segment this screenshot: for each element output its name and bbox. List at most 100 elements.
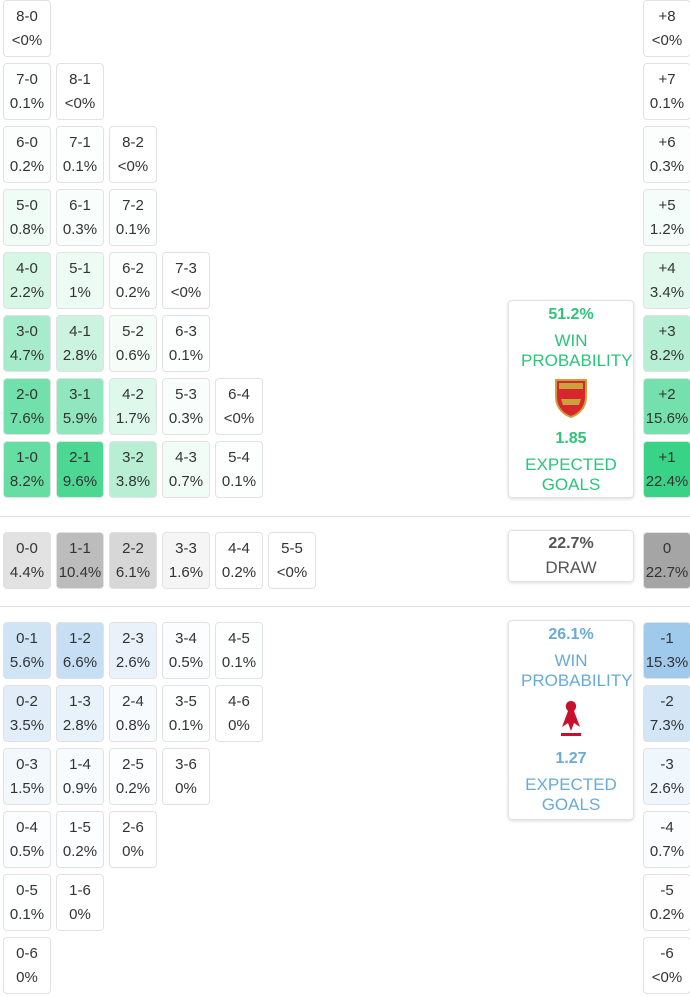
scoreline: 8-0 — [16, 7, 38, 25]
scoreline: +8 — [658, 7, 676, 25]
score-cell: -6 <0% — [643, 937, 690, 994]
score-cell: 6-3 0.1% — [162, 315, 210, 372]
probability: 8.2% — [9, 472, 45, 490]
score-cell: +2 15.6% — [643, 378, 690, 435]
probability: 0.5% — [9, 842, 45, 860]
draw-label: DRAW — [545, 558, 597, 577]
score-cell: 3-2 3.8% — [109, 441, 157, 498]
probability: 22.7% — [645, 563, 689, 581]
scoreline: 0 — [662, 539, 672, 557]
score-cell: 1-4 0.9% — [56, 748, 104, 805]
scoreline: 1-4 — [69, 755, 91, 773]
scoreline: -6 — [660, 944, 674, 962]
probability: 0.1% — [62, 157, 98, 175]
separator — [0, 516, 690, 517]
probability: 8.2% — [649, 346, 685, 364]
probability: 0.3% — [168, 409, 204, 427]
score-cell: 7-3 <0% — [162, 252, 210, 309]
scoreline: 6-0 — [16, 133, 38, 151]
scoreline: 5-3 — [175, 385, 197, 403]
probability: 1.6% — [168, 563, 204, 581]
score-cell: 1-5 0.2% — [56, 811, 104, 868]
probability: 3.8% — [115, 472, 151, 490]
scoreline: 8-1 — [69, 70, 91, 88]
score-cell: +5 1.2% — [643, 189, 690, 246]
score-cell: +7 0.1% — [643, 63, 690, 120]
scoreline: 7-0 — [16, 70, 38, 88]
scoreline: 4-5 — [228, 629, 250, 647]
probability: 0% — [16, 968, 38, 986]
win-prob: 51.2% — [548, 306, 594, 323]
score-cell: 5-2 0.6% — [109, 315, 157, 372]
score-cell: 5-3 0.3% — [162, 378, 210, 435]
score-cell: 2-4 0.8% — [109, 685, 157, 742]
probability: 6.1% — [115, 563, 151, 581]
score-cell: +6 0.3% — [643, 126, 690, 183]
probability: 6.6% — [62, 653, 98, 671]
scoreline: 1-3 — [69, 692, 91, 710]
probability: 2.8% — [62, 716, 98, 734]
score-cell: 6-4 <0% — [215, 378, 263, 435]
scoreline: 4-0 — [16, 259, 38, 277]
scoreline: 2-1 — [69, 448, 91, 466]
scoreline: 1-0 — [16, 448, 38, 466]
probability: 0.2% — [221, 563, 257, 581]
xg-label: EXPECTED GOALS — [525, 455, 617, 494]
probability: 3.4% — [649, 283, 685, 301]
probability: 0.2% — [649, 905, 685, 923]
scoreline: 5-2 — [122, 322, 144, 340]
probability: 0.1% — [115, 220, 151, 238]
probability: 2.2% — [9, 283, 45, 301]
probability: 1.5% — [9, 779, 45, 797]
probability: 0.1% — [168, 716, 204, 734]
scoreline: -5 — [660, 881, 674, 899]
score-cell: 4-6 0% — [215, 685, 263, 742]
away-summary: 26.1% WIN PROBABILITY 1.27 EXPECTED GOAL… — [508, 620, 634, 820]
win-label: WIN PROBABILITY — [521, 651, 633, 690]
scoreline: 3-6 — [175, 755, 197, 773]
probability: 0.2% — [115, 779, 151, 797]
draw-summary: 22.7% DRAW — [508, 530, 634, 582]
probability: 15.3% — [645, 653, 689, 671]
probability: 0.3% — [649, 157, 685, 175]
probability: 0.1% — [9, 905, 45, 923]
score-cell: 6-1 0.3% — [56, 189, 104, 246]
score-cell: 2-1 9.6% — [56, 441, 104, 498]
scoreline: 0-6 — [16, 944, 38, 962]
scoreline: 3-5 — [175, 692, 197, 710]
score-cell: 1-1 10.4% — [56, 532, 104, 589]
probability: 0.2% — [62, 842, 98, 860]
probability: 9.6% — [62, 472, 98, 490]
scoreline: 1-5 — [69, 818, 91, 836]
scoreline: 2-6 — [122, 818, 144, 836]
scoreline: 4-6 — [228, 692, 250, 710]
score-cell: 4-4 0.2% — [215, 532, 263, 589]
probability: 0.1% — [221, 653, 257, 671]
score-cell: 7-1 0.1% — [56, 126, 104, 183]
probability: <0% — [64, 94, 96, 112]
score-cell: 1-2 6.6% — [56, 622, 104, 679]
score-cell: 5-1 1% — [56, 252, 104, 309]
score-cell: +1 22.4% — [643, 441, 690, 498]
probability: 22.4% — [645, 472, 689, 490]
probability: 2.8% — [62, 346, 98, 364]
score-cell: 3-4 0.5% — [162, 622, 210, 679]
scoreline: +6 — [658, 133, 676, 151]
expected-goals: 1.85 — [555, 430, 587, 447]
scoreline: 4-4 — [228, 539, 250, 557]
score-cell: +8 <0% — [643, 0, 690, 57]
scoreline: 0-5 — [16, 881, 38, 899]
score-cell: 3-5 0.1% — [162, 685, 210, 742]
score-cell: +4 3.4% — [643, 252, 690, 309]
probability: 0.1% — [168, 346, 204, 364]
scoreline: 3-1 — [69, 385, 91, 403]
scoreline: 4-2 — [122, 385, 144, 403]
xg-label: EXPECTED GOALS — [525, 775, 617, 814]
probability: <0% — [651, 968, 683, 986]
scoreline: 7-1 — [69, 133, 91, 151]
probability: 0.1% — [221, 472, 257, 490]
score-cell: 0-5 0.1% — [3, 874, 51, 931]
scoreline: 8-2 — [122, 133, 144, 151]
score-cell: 7-0 0.1% — [3, 63, 51, 120]
probability: 0% — [228, 716, 250, 734]
